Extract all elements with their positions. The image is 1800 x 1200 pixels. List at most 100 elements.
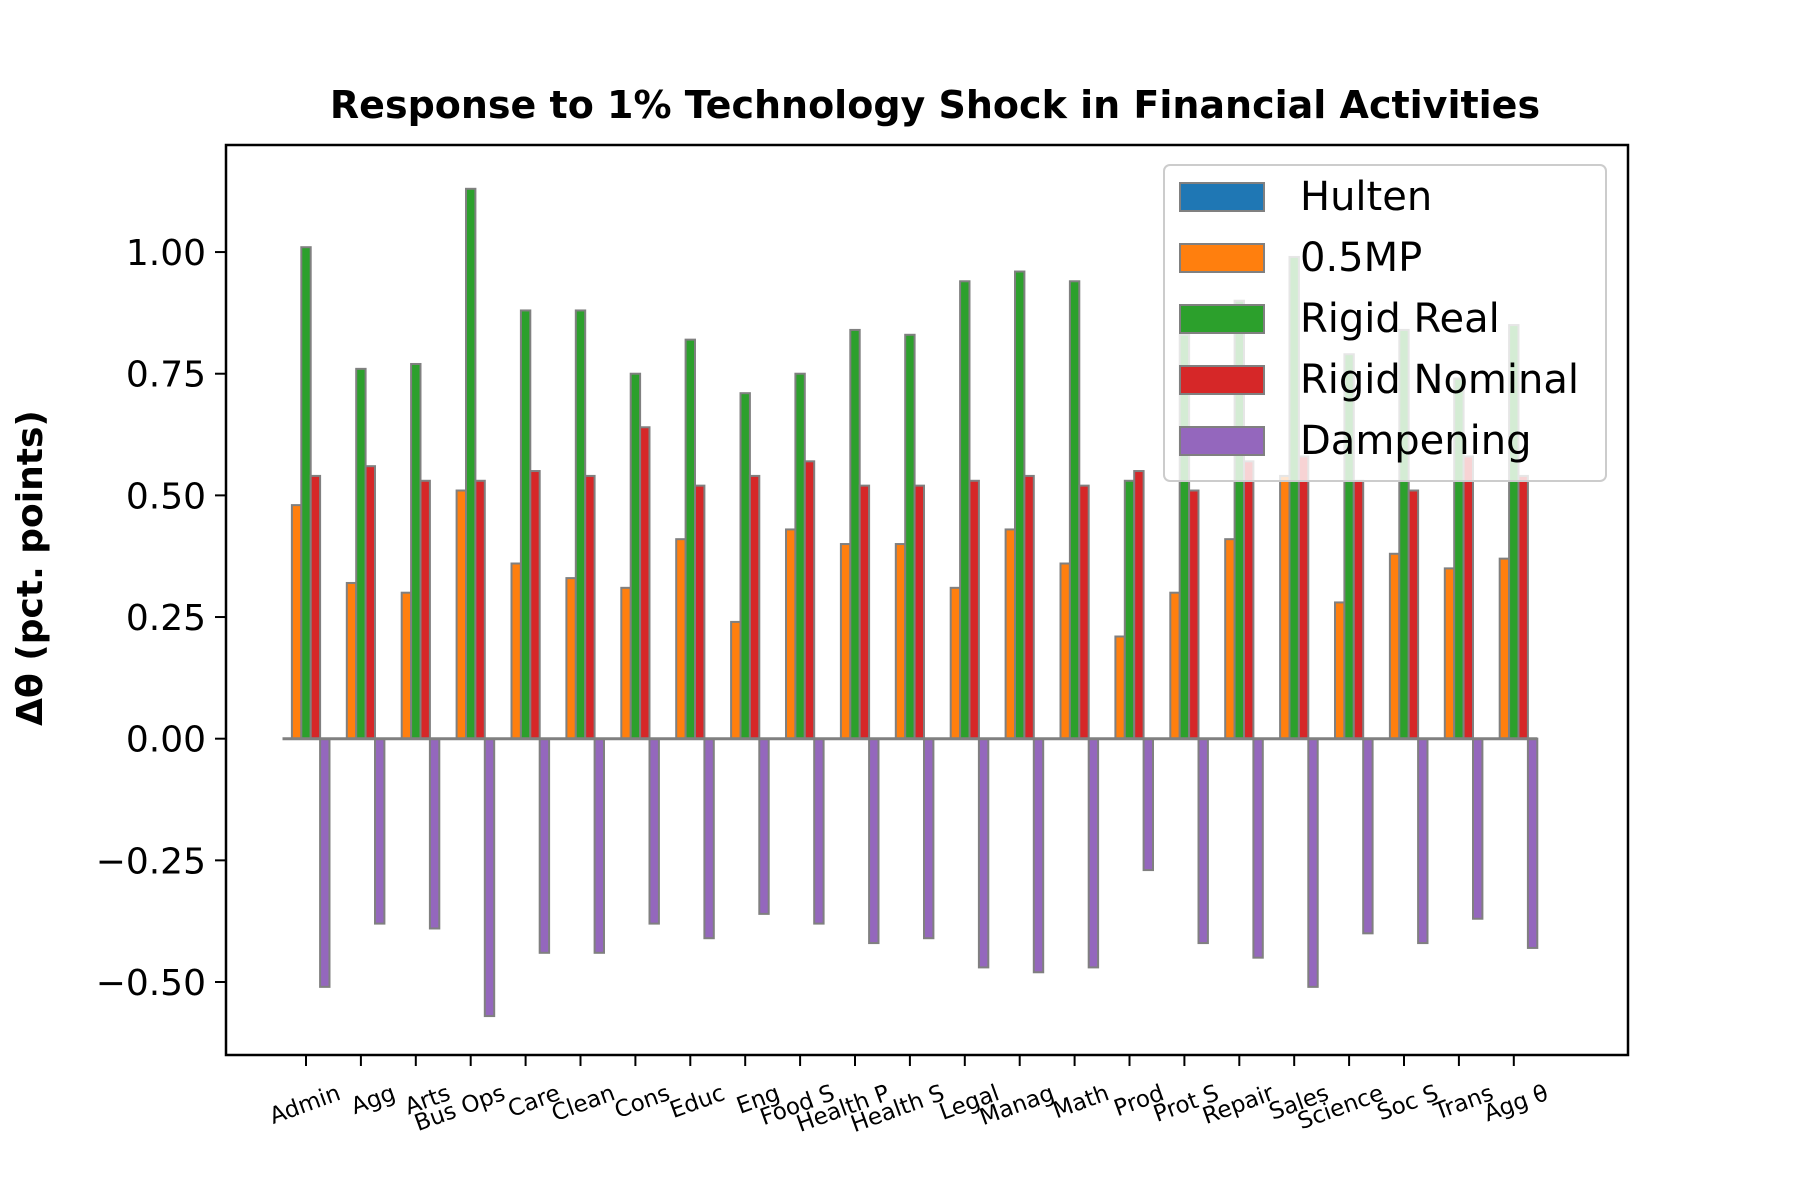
bar-rigid-nominal-cons [639,426,651,740]
bar-dampening-eng [758,737,770,915]
legend-swatch-rigid-nominal [1179,365,1265,395]
bar-dampening-food-s [813,737,825,925]
legend-swatch-rigid-real [1179,304,1265,334]
legend-swatch-dampening [1179,426,1265,456]
bar-rigid-real-cons [629,372,642,740]
y-tick-label: 0.75 [126,355,206,396]
bar-rigid-nominal-health-s [913,484,925,740]
legend-swatch-hulten [1179,182,1265,212]
bar-0-5mp-manag [1004,528,1016,740]
bar-0-5mp-soc-s [1388,552,1401,740]
bar-rigid-nominal-clean [584,474,596,740]
bar-rigid-real-prod [1123,479,1136,740]
chart-title: Response to 1% Technology Shock in Finan… [330,83,1540,127]
bar-0-5mp-legal [949,586,962,740]
bar-0-5mp-admin [290,504,303,740]
bar-rigid-nominal-educ [694,484,706,740]
legend-label-dampening: Dampening [1300,418,1531,464]
bar-0-5mp-sales [1279,474,1291,740]
bar-0-5mp-bus-ops [455,489,468,740]
bar-rigid-nominal-sales [1297,455,1310,740]
legend-swatch-0-5mp [1179,243,1265,273]
bar-rigid-real-health-s [904,333,916,740]
y-tick-label: 1.00 [126,233,206,274]
bar-0-5mp-prod [1114,635,1126,740]
bar-dampening-health-s [923,737,935,940]
y-tick-label: −0.25 [96,841,206,882]
bar-dampening-agg [1526,737,1539,949]
bar-dampening-bus-ops [483,737,496,1018]
bar-dampening-educ [703,737,715,940]
plot-frame [224,143,1630,1057]
bar-dampening-legal [977,737,990,969]
bar-0-5mp-math [1059,562,1071,740]
bar-rigid-real-food-s [794,372,806,740]
bar-rigid-nominal-agg [1517,474,1529,740]
bar-0-5mp-clean [565,577,577,740]
bar-0-5mp-eng [730,620,742,740]
bar-dampening-manag [1032,737,1045,974]
bar-0-5mp-cons [620,586,632,740]
bar-dampening-science [1362,737,1374,935]
bar-rigid-real-bus-ops [465,187,477,740]
bar-rigid-nominal-eng [748,474,761,740]
legend-label-rigid-nominal: Rigid Nominal [1300,357,1579,403]
y-tick-label: 0.00 [126,720,206,761]
bar-0-5mp-agg [1498,557,1511,740]
bar-dampening-admin [319,737,331,988]
y-tick-label: 0.50 [126,476,206,517]
bar-rigid-real-eng [739,392,751,740]
bar-0-5mp-health-s [894,543,907,740]
bar-rigid-real-legal [959,280,971,740]
bar-dampening-prod [1142,737,1154,872]
legend-label-hulten: Hulten [1300,174,1432,220]
bar-0-5mp-trans [1443,567,1456,740]
y-tick-label: −0.50 [96,963,206,1004]
bar-rigid-nominal-arts [419,479,431,740]
legend-box [1163,164,1607,482]
bar-rigid-real-arts [410,362,422,740]
bar-0-5mp-care [510,562,522,740]
y-tick-label: 0.25 [126,598,206,639]
bar-dampening-care [538,737,551,954]
bar-dampening-cons [648,737,660,925]
bar-dampening-agg [374,737,386,925]
bar-rigid-nominal-manag [1023,474,1035,740]
bar-dampening-arts [428,737,441,930]
bar-rigid-real-agg [355,367,367,740]
legend: Hulten 0.5MP Rigid Real Rigid Nominal Dampen… [1163,164,1607,482]
bar-rigid-nominal-bus-ops [474,479,486,740]
bar-rigid-nominal-trans [1462,455,1474,740]
legend-label-0-5mp: 0.5MP [1300,235,1422,281]
bar-rigid-nominal-agg [364,465,377,740]
bar-0-5mp-agg [345,581,358,740]
bar-dampening-sales [1307,737,1319,988]
bar-rigid-real-health-p [849,328,861,740]
bar-rigid-nominal-prot-s [1188,489,1200,740]
bar-dampening-prot-s [1197,737,1209,945]
bar-dampening-soc-s [1417,737,1429,945]
bar-0-5mp-science [1334,601,1346,740]
bar-rigid-real-educ [684,338,696,740]
bar-rigid-nominal-soc-s [1407,489,1420,740]
bar-rigid-nominal-repair [1243,460,1255,740]
bar-rigid-real-care [519,309,532,740]
bar-0-5mp-food-s [785,528,797,740]
bar-0-5mp-prot-s [1169,591,1181,740]
bar-rigid-nominal-admin [309,474,322,740]
bar-0-5mp-educ [675,538,687,740]
bar-dampening-math [1087,737,1100,969]
bar-rigid-nominal-care [529,470,541,740]
bar-rigid-real-manag [1014,270,1026,740]
bar-rigid-real-admin [300,246,312,740]
bar-rigid-real-math [1068,280,1081,740]
bar-rigid-nominal-prod [1133,470,1145,740]
y-axis-label: Δθ (pct. points) [10,410,51,726]
bar-rigid-nominal-science [1352,479,1365,740]
bar-dampening-trans [1472,737,1484,920]
bar-0-5mp-arts [400,591,413,740]
bar-dampening-repair [1252,737,1264,959]
y-axis: −0.50 −0.25 0.00 0.25 0.50 0.75 1.00 [96,233,226,1004]
bar-0-5mp-health-p [839,543,852,740]
